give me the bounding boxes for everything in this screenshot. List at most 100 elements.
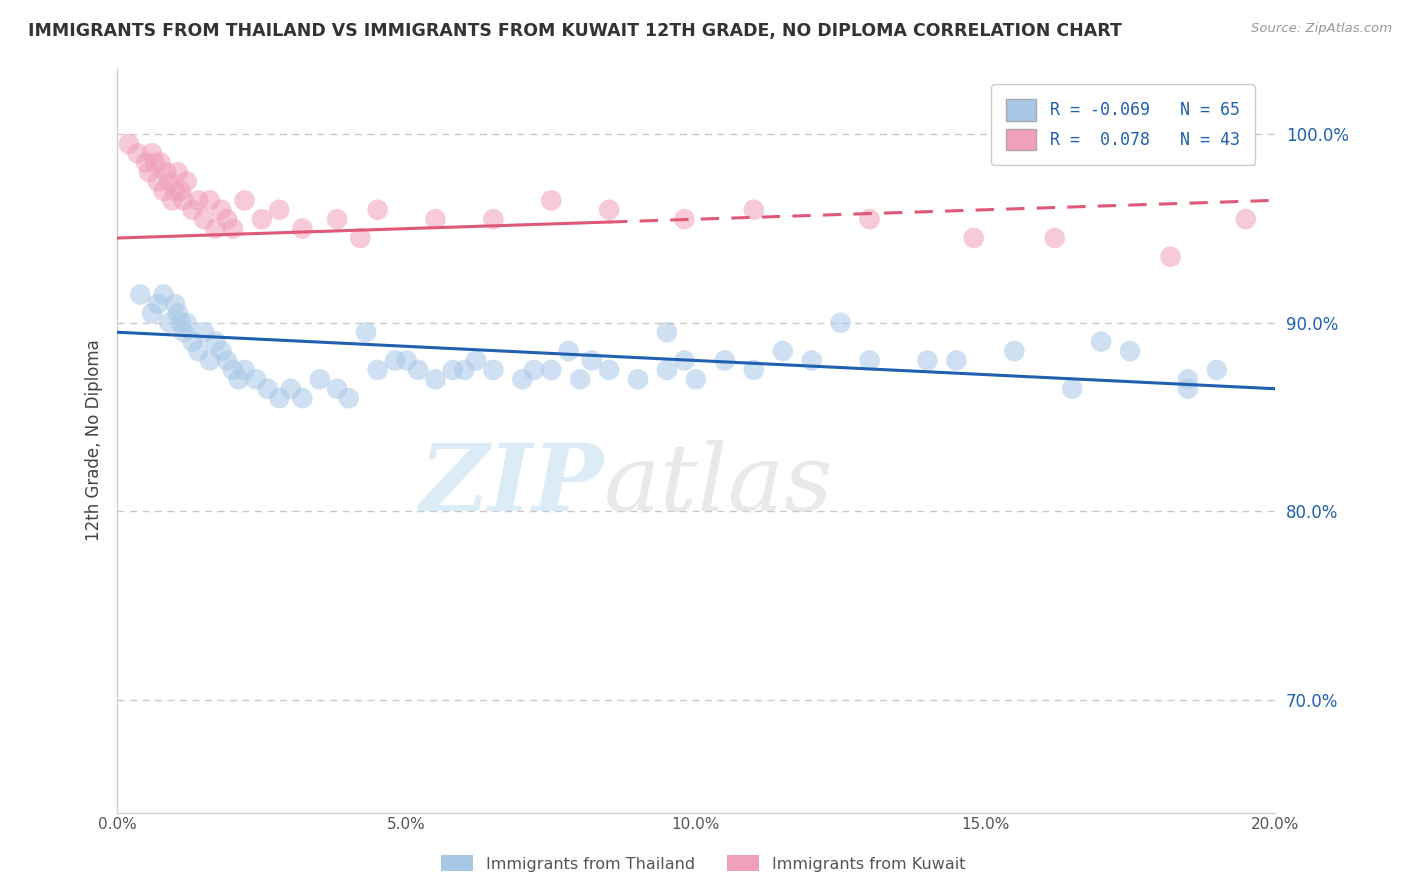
Point bbox=[326, 382, 349, 396]
Point bbox=[198, 194, 221, 208]
Point bbox=[441, 363, 464, 377]
Point bbox=[1234, 212, 1257, 227]
Point bbox=[1062, 382, 1084, 396]
Point bbox=[149, 155, 172, 169]
Point bbox=[170, 184, 193, 198]
Point bbox=[510, 372, 533, 386]
Point bbox=[204, 334, 226, 349]
Point bbox=[349, 231, 371, 245]
Point bbox=[245, 372, 267, 386]
Point bbox=[143, 155, 166, 169]
Point bbox=[742, 363, 765, 377]
Point bbox=[395, 353, 418, 368]
Point bbox=[135, 155, 157, 169]
Point bbox=[269, 391, 291, 405]
Point bbox=[569, 372, 592, 386]
Point bbox=[280, 382, 302, 396]
Point bbox=[354, 325, 377, 339]
Point bbox=[167, 306, 190, 320]
Point bbox=[204, 221, 226, 235]
Point bbox=[141, 146, 163, 161]
Point bbox=[465, 353, 488, 368]
Text: Source: ZipAtlas.com: Source: ZipAtlas.com bbox=[1251, 22, 1392, 36]
Point bbox=[222, 221, 245, 235]
Point bbox=[187, 194, 209, 208]
Point bbox=[129, 287, 152, 301]
Point bbox=[1119, 344, 1142, 359]
Point bbox=[233, 194, 256, 208]
Point bbox=[326, 212, 349, 227]
Point bbox=[655, 325, 678, 339]
Point bbox=[1177, 382, 1199, 396]
Point bbox=[222, 363, 245, 377]
Point bbox=[198, 353, 221, 368]
Point bbox=[800, 353, 823, 368]
Point bbox=[269, 202, 291, 217]
Point bbox=[714, 353, 737, 368]
Point bbox=[217, 212, 239, 227]
Point bbox=[1177, 372, 1199, 386]
Point bbox=[1002, 344, 1025, 359]
Point bbox=[138, 165, 160, 179]
Point bbox=[170, 316, 193, 330]
Point bbox=[167, 165, 190, 179]
Point bbox=[425, 212, 447, 227]
Point bbox=[367, 202, 389, 217]
Point bbox=[176, 175, 198, 189]
Point bbox=[384, 353, 406, 368]
Point bbox=[181, 202, 204, 217]
Point bbox=[627, 372, 650, 386]
Point bbox=[173, 325, 195, 339]
Point bbox=[228, 372, 250, 386]
Point bbox=[337, 391, 360, 405]
Point bbox=[917, 353, 939, 368]
Point bbox=[146, 175, 169, 189]
Point bbox=[157, 175, 180, 189]
Point bbox=[141, 306, 163, 320]
Text: ZIP: ZIP bbox=[419, 440, 603, 530]
Point bbox=[598, 202, 620, 217]
Point bbox=[165, 297, 187, 311]
Point bbox=[685, 372, 707, 386]
Point bbox=[1043, 231, 1066, 245]
Point bbox=[598, 363, 620, 377]
Text: IMMIGRANTS FROM THAILAND VS IMMIGRANTS FROM KUWAIT 12TH GRADE, NO DIPLOMA CORREL: IMMIGRANTS FROM THAILAND VS IMMIGRANTS F… bbox=[28, 22, 1122, 40]
Point bbox=[425, 372, 447, 386]
Point bbox=[523, 363, 546, 377]
Point bbox=[217, 353, 239, 368]
Point bbox=[127, 146, 149, 161]
Point bbox=[291, 221, 314, 235]
Point bbox=[858, 212, 880, 227]
Point bbox=[581, 353, 603, 368]
Point bbox=[482, 212, 505, 227]
Point bbox=[152, 184, 174, 198]
Point bbox=[165, 184, 187, 198]
Point bbox=[157, 316, 180, 330]
Point bbox=[176, 316, 198, 330]
Point bbox=[858, 353, 880, 368]
Point bbox=[1160, 250, 1182, 264]
Point bbox=[250, 212, 273, 227]
Point bbox=[193, 212, 215, 227]
Point bbox=[1090, 334, 1112, 349]
Point bbox=[540, 194, 562, 208]
Point bbox=[256, 382, 278, 396]
Point bbox=[655, 363, 678, 377]
Point bbox=[181, 334, 204, 349]
Point bbox=[742, 202, 765, 217]
Point bbox=[673, 353, 696, 368]
Point bbox=[557, 344, 579, 359]
Point bbox=[673, 212, 696, 227]
Point bbox=[155, 165, 177, 179]
Point bbox=[482, 363, 505, 377]
Point bbox=[146, 297, 169, 311]
Point bbox=[830, 316, 852, 330]
Text: atlas: atlas bbox=[603, 440, 832, 530]
Point bbox=[152, 287, 174, 301]
Point bbox=[209, 344, 232, 359]
Legend: Immigrants from Thailand, Immigrants from Kuwait: Immigrants from Thailand, Immigrants fro… bbox=[433, 847, 973, 880]
Point bbox=[291, 391, 314, 405]
Point bbox=[540, 363, 562, 377]
Point bbox=[233, 363, 256, 377]
Point bbox=[945, 353, 967, 368]
